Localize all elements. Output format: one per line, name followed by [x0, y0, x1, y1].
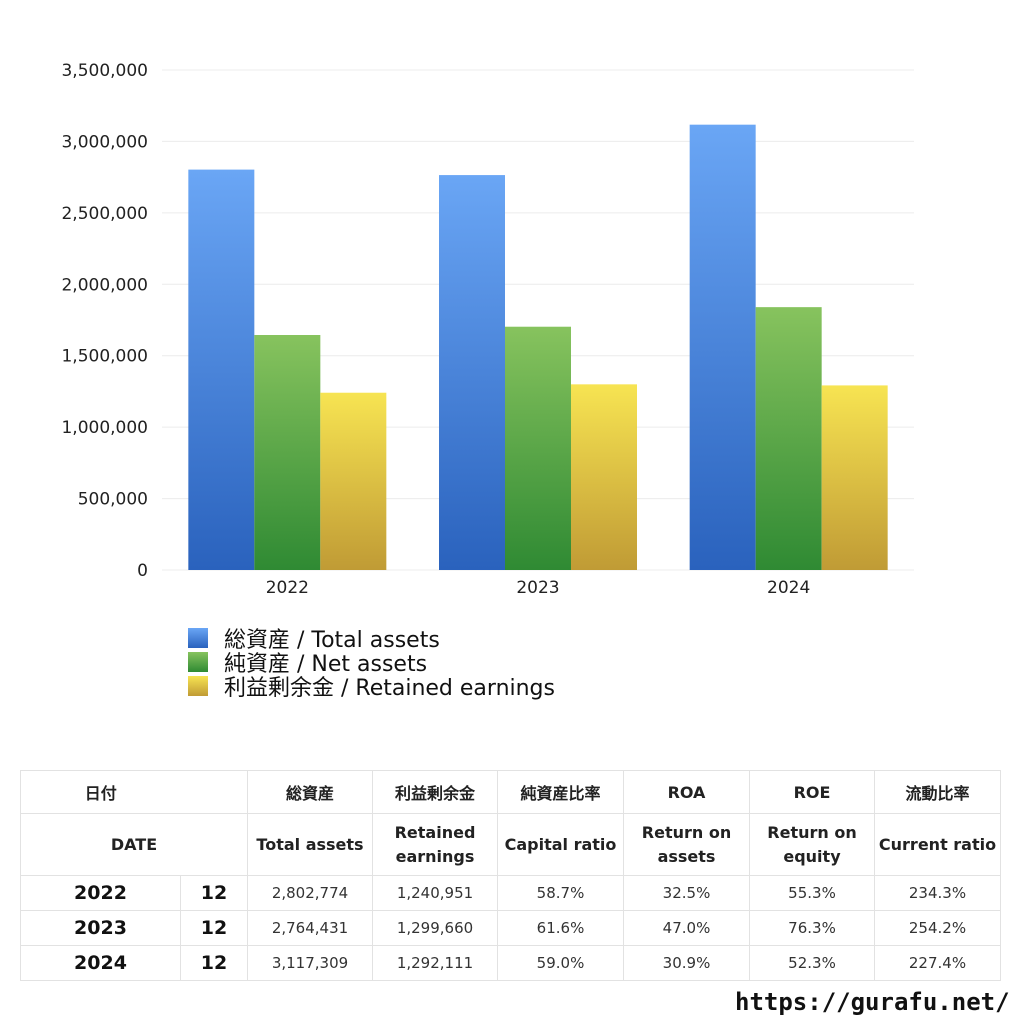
header-roa-jp: ROA — [623, 770, 750, 814]
cell-retained-earnings: 1,240,951 — [372, 875, 498, 911]
y-tick-label: 3,500,000 — [61, 61, 148, 81]
cell-capital-ratio: 58.7% — [497, 875, 624, 911]
bar-retained-earnings-2022 — [320, 392, 387, 570]
row-month: 12 — [180, 910, 248, 946]
bar-net-assets-2023 — [505, 326, 571, 570]
header-date-jp: 日付 — [20, 770, 181, 814]
chart-legend: 総資産 / Total assets 純資産 / Net assets 利益剰余… — [188, 626, 555, 701]
legend-swatch-total-assets — [188, 628, 208, 648]
legend-label-retained-earnings: 利益剰余金 / Retained earnings — [224, 676, 555, 701]
bar-net-assets-2024 — [755, 307, 822, 570]
row-month: 12 — [180, 875, 248, 911]
header-current-ratio-en: Current ratio — [874, 813, 1001, 876]
cell-current-ratio: 234.3% — [874, 875, 1001, 911]
cell-retained-earnings: 1,292,111 — [372, 945, 498, 981]
site-url[interactable]: https://gurafu.net/ — [735, 988, 1010, 1016]
y-tick-label: 0 — [137, 561, 148, 581]
cell-total-assets: 3,117,309 — [247, 945, 373, 981]
cell-current-ratio: 227.4% — [874, 945, 1001, 981]
bar-total-assets-2024 — [689, 124, 756, 571]
table-row: 2024 12 3,117,309 1,292,111 59.0% 30.9% … — [20, 945, 1001, 981]
header-retained-earnings-jp: 利益剰余金 — [372, 770, 498, 814]
row-month: 12 — [180, 945, 248, 981]
financial-summary-table: 日付 総資産 利益剰余金 純資産比率 ROA ROE 流動比率 DATE Tot… — [20, 770, 1001, 981]
row-year: 2022 — [20, 875, 181, 911]
cell-capital-ratio: 61.6% — [497, 910, 624, 946]
cell-roe: 52.3% — [749, 945, 875, 981]
header-total-assets-jp: 総資産 — [247, 770, 373, 814]
legend-item-net-assets: 純資産 / Net assets — [188, 650, 555, 677]
cell-total-assets: 2,802,774 — [247, 875, 373, 911]
header-roa-en: Return on assets — [623, 813, 750, 876]
bar-retained-earnings-2024 — [821, 385, 888, 570]
header-capital-ratio-jp: 純資産比率 — [497, 770, 624, 814]
x-tick-label: 2022 — [266, 578, 309, 598]
bar-retained-earnings-2023 — [571, 384, 637, 570]
header-roe-en: Return on equity — [749, 813, 875, 876]
y-tick-label: 1,500,000 — [61, 347, 148, 367]
legend-item-retained-earnings: 利益剰余金 / Retained earnings — [188, 674, 555, 701]
header-roe-jp: ROE — [749, 770, 875, 814]
y-tick-label: 500,000 — [78, 490, 148, 510]
header-total-assets-en: Total assets — [247, 813, 373, 876]
cell-roa: 30.9% — [623, 945, 750, 981]
legend-swatch-retained-earnings — [188, 676, 208, 696]
x-tick-label: 2024 — [767, 578, 810, 598]
cell-total-assets: 2,764,431 — [247, 910, 373, 946]
cell-roe: 76.3% — [749, 910, 875, 946]
cell-current-ratio: 254.2% — [874, 910, 1001, 946]
cell-retained-earnings: 1,299,660 — [372, 910, 498, 946]
row-year: 2023 — [20, 910, 181, 946]
table-header-en-row: DATE Total assets Retained earnings Capi… — [20, 813, 1001, 876]
bar-total-assets-2022 — [188, 169, 255, 571]
header-retained-earnings-en: Retained earnings — [372, 813, 498, 876]
y-tick-label: 1,000,000 — [61, 418, 148, 438]
cell-roa: 32.5% — [623, 875, 750, 911]
legend-label-net-assets: 純資産 / Net assets — [224, 652, 428, 677]
cell-capital-ratio: 59.0% — [497, 945, 624, 981]
legend-swatch-net-assets — [188, 652, 208, 672]
header-date-en: DATE — [20, 813, 248, 876]
header-current-ratio-jp: 流動比率 — [874, 770, 1001, 814]
table-header-jp-row: 日付 総資産 利益剰余金 純資産比率 ROA ROE 流動比率 — [20, 770, 1001, 814]
table-row: 2022 12 2,802,774 1,240,951 58.7% 32.5% … — [20, 875, 1001, 911]
bar-chart: 0 500,000 1,000,000 1,500,000 2,000,000 2,500… — [61, 61, 914, 598]
bar-net-assets-2022 — [254, 335, 321, 570]
header-blank-jp — [180, 770, 248, 814]
x-tick-label: 2023 — [516, 578, 559, 598]
y-tick-label: 2,500,000 — [61, 204, 148, 224]
y-tick-label: 2,000,000 — [61, 275, 148, 295]
y-tick-label: 3,000,000 — [61, 132, 148, 152]
header-capital-ratio-en: Capital ratio — [497, 813, 624, 876]
legend-item-total-assets: 総資産 / Total assets — [188, 626, 555, 653]
legend-label-total-assets: 総資産 / Total assets — [224, 628, 440, 653]
row-year: 2024 — [20, 945, 181, 981]
table-row: 2023 12 2,764,431 1,299,660 61.6% 47.0% … — [20, 910, 1001, 946]
cell-roa: 47.0% — [623, 910, 750, 946]
bar-total-assets-2023 — [439, 175, 505, 570]
cell-roe: 55.3% — [749, 875, 875, 911]
